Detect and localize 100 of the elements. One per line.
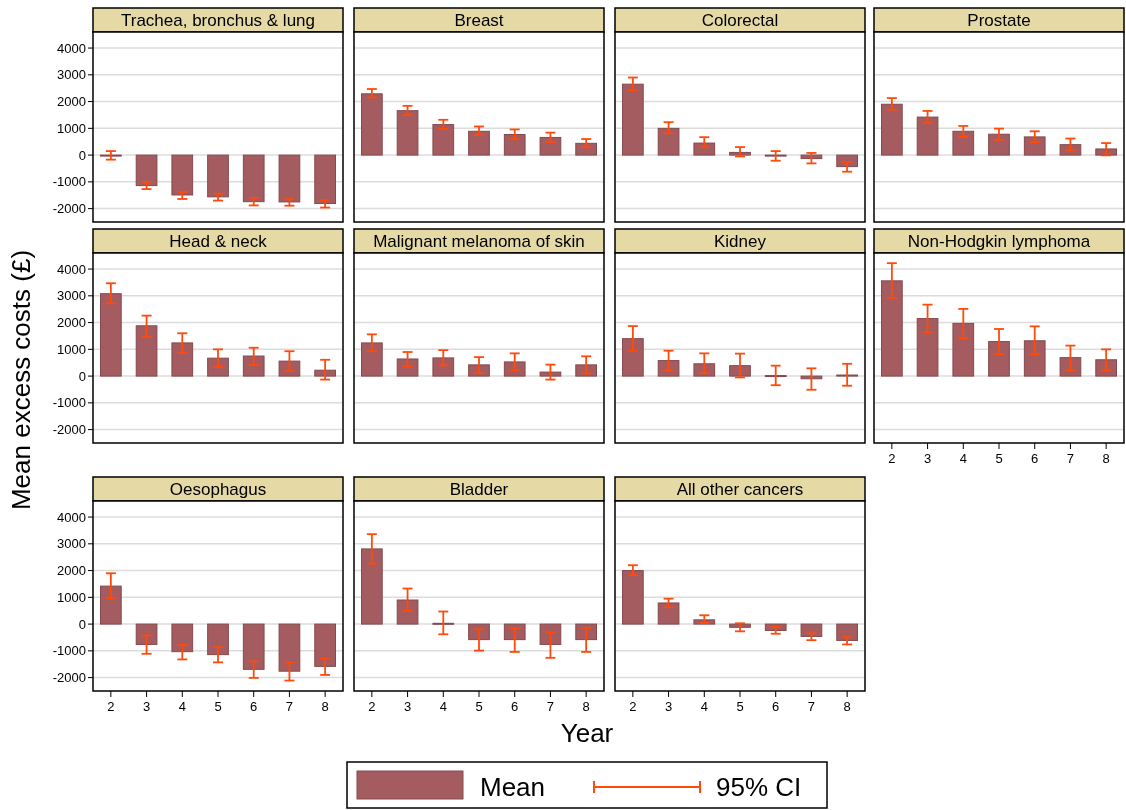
x-tick-label: 4: [439, 699, 447, 714]
bar: [916, 116, 939, 156]
bar: [171, 342, 194, 377]
bar: [100, 293, 122, 377]
bar: [468, 130, 490, 156]
x-tick-label: 2: [368, 699, 376, 714]
y-tick-label: 3000: [57, 536, 86, 552]
bar: [657, 602, 680, 625]
y-tick-label: 2000: [57, 315, 86, 331]
y-tick-label: -1000: [52, 395, 86, 411]
x-tick-label: 7: [807, 699, 816, 714]
chart-title: Breast: [454, 11, 504, 30]
y-tick-label: 4000: [57, 509, 86, 525]
y-tick-label: 1000: [57, 589, 86, 605]
bar: [396, 358, 419, 377]
y-tick-label: 3000: [57, 67, 86, 83]
chart-title: Colorectal: [701, 11, 779, 30]
x-axis-title: Year: [560, 718, 614, 748]
x-tick-label: 2: [888, 451, 896, 466]
chart-title: Non-Hodgkin lymphoma: [907, 232, 1091, 251]
bar: [396, 599, 419, 625]
bar: [622, 83, 644, 156]
y-tick-label: 0: [78, 368, 86, 384]
text: 95% CI: [716, 772, 802, 802]
x-tick-label: 8: [1102, 451, 1110, 466]
bar: [693, 142, 716, 156]
x-tick-label: 6: [250, 699, 258, 714]
chart-title: Malignant melanoma of skin: [373, 232, 585, 251]
y-tick-label: 0: [78, 616, 86, 632]
bar: [800, 154, 823, 160]
y-tick-label: -1000: [52, 174, 86, 190]
y-tick-label: 4000: [57, 261, 86, 277]
chart-title: Bladder: [449, 480, 509, 499]
bar: [952, 322, 975, 377]
legend-label: Mean: [480, 772, 546, 802]
bar: [1023, 136, 1046, 156]
y-tick-label: -2000: [52, 201, 86, 217]
bar: [314, 369, 336, 377]
x-tick-label: 8: [321, 699, 329, 714]
x-tick-label: 7: [285, 699, 294, 714]
x-tick-label: 5: [214, 699, 222, 714]
x-tick-label: 6: [1031, 451, 1039, 466]
x-tick-label: 6: [772, 699, 780, 714]
bar: [361, 548, 383, 625]
bar: [539, 136, 562, 156]
chart-title: All other cancers: [676, 480, 804, 499]
chart-title: Oesophagus: [169, 480, 267, 499]
y-tick-label: 0: [78, 147, 86, 163]
x-tick-label: 3: [923, 451, 932, 466]
x-tick-label: 8: [843, 699, 851, 714]
bar: [432, 357, 455, 377]
x-tick-label: 5: [995, 451, 1003, 466]
x-tick-label: 7: [1066, 451, 1075, 466]
bar: [1059, 357, 1082, 377]
y-tick-label: 2000: [57, 563, 86, 579]
x-tick-label: 5: [736, 699, 744, 714]
bar: [539, 623, 562, 645]
x-tick-label: 4: [178, 699, 186, 714]
bar: [881, 280, 903, 377]
y-tick-label: -1000: [52, 643, 86, 659]
chart-title: Prostate: [967, 11, 1031, 30]
bar: [657, 360, 680, 377]
bar: [988, 133, 1010, 156]
x-tick-label: 3: [664, 699, 673, 714]
bar: [432, 124, 455, 156]
bar: [361, 342, 383, 377]
bar: [622, 338, 644, 377]
bar: [800, 623, 823, 637]
y-tick-label: -2000: [52, 670, 86, 686]
bar: [800, 375, 823, 380]
x-tick-label: 3: [403, 699, 412, 714]
y-tick-label: 4000: [57, 40, 86, 56]
x-tick-label: 4: [959, 451, 967, 466]
y-tick-label: 1000: [57, 120, 86, 136]
y-tick-label: 2000: [57, 94, 86, 110]
bar: [396, 110, 419, 156]
x-tick-label: 7: [546, 699, 555, 714]
x-tick-label: 6: [511, 699, 519, 714]
bar: [503, 133, 526, 156]
bar: [242, 355, 265, 377]
x-tick-label: 2: [107, 699, 115, 714]
chart-title: Trachea, bronchus & lung: [120, 11, 316, 30]
x-tick-label: 8: [582, 699, 590, 714]
y-tick-label: -2000: [52, 422, 86, 438]
x-tick-label: 4: [700, 699, 708, 714]
bar: [881, 103, 903, 156]
y-axis-title: Mean excess costs (£): [6, 249, 36, 511]
y-tick-label: 3000: [57, 288, 86, 304]
bar: [135, 325, 158, 377]
bar: [1023, 340, 1046, 377]
bar: [622, 570, 644, 625]
bar: [952, 130, 975, 156]
bar: [361, 93, 383, 156]
bar: [657, 127, 680, 156]
bar: [1095, 359, 1117, 377]
x-tick-label: 3: [142, 699, 151, 714]
bar: [539, 371, 562, 377]
x-tick-label: 5: [475, 699, 483, 714]
chart-title: Kidney: [714, 232, 767, 251]
chart-title: Head & neck: [169, 232, 268, 251]
